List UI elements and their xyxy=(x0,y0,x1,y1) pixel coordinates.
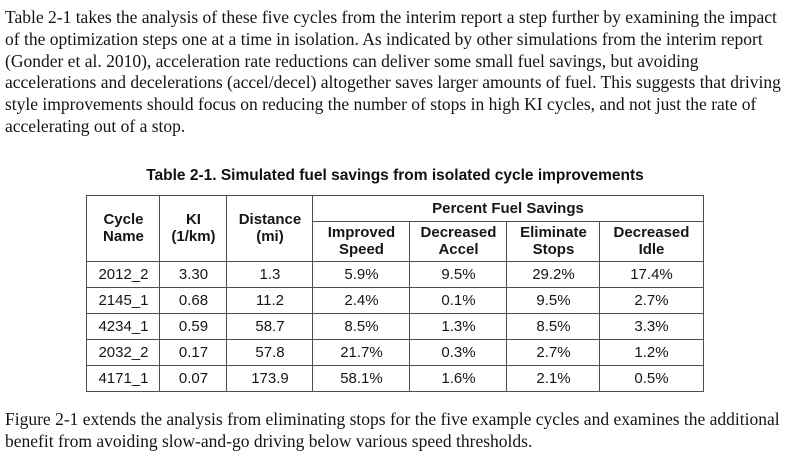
cell-decreased-idle: 17.4% xyxy=(599,260,704,288)
cell-eliminate-stops: 2.7% xyxy=(506,338,601,366)
cell-cycle-name: 2032_2 xyxy=(86,338,161,366)
cell-ki: 0.59 xyxy=(159,312,228,340)
fuel-savings-table: Cycle Name KI (1/km) Distance (mi) Perce… xyxy=(86,194,704,392)
header-percent-fuel-savings: Percent Fuel Savings xyxy=(312,194,704,222)
cell-decreased-accel: 1.6% xyxy=(409,364,508,392)
table-row: 2032_2 0.17 57.8 21.7% 0.3% 2.7% 1.2% xyxy=(86,338,704,366)
table-row: 2145_1 0.68 11.2 2.4% 0.1% 9.5% 2.7% xyxy=(86,286,704,314)
header-eliminate-stops: Eliminate Stops xyxy=(506,220,601,262)
cell-distance: 1.3 xyxy=(226,260,314,288)
header-row-group: Cycle Name KI (1/km) Distance (mi) Perce… xyxy=(86,194,704,262)
table-row: 2012_2 3.30 1.3 5.9% 9.5% 29.2% 17.4% xyxy=(86,260,704,288)
cell-cycle-name: 2145_1 xyxy=(86,286,161,314)
header-cycle-name: Cycle Name xyxy=(86,194,161,262)
cell-decreased-idle: 3.3% xyxy=(599,312,704,340)
cell-decreased-idle: 2.7% xyxy=(599,286,704,314)
header-decreased-idle: Decreased Idle xyxy=(599,220,704,262)
cell-decreased-accel: 9.5% xyxy=(409,260,508,288)
cell-ki: 0.68 xyxy=(159,286,228,314)
header-distance: Distance (mi) xyxy=(226,194,314,262)
cell-ki: 0.17 xyxy=(159,338,228,366)
cell-improved-speed: 2.4% xyxy=(312,286,411,314)
table-title: Table 2-1. Simulated fuel savings from i… xyxy=(146,166,644,184)
header-improved-speed: Improved Speed xyxy=(312,220,411,262)
cell-decreased-idle: 1.2% xyxy=(599,338,704,366)
cell-decreased-accel: 1.3% xyxy=(409,312,508,340)
cell-eliminate-stops: 29.2% xyxy=(506,260,601,288)
cell-eliminate-stops: 9.5% xyxy=(506,286,601,314)
cell-decreased-accel: 0.1% xyxy=(409,286,508,314)
table-body: 2012_2 3.30 1.3 5.9% 9.5% 29.2% 17.4% 21… xyxy=(86,260,704,392)
cell-improved-speed: 8.5% xyxy=(312,312,411,340)
cell-distance: 173.9 xyxy=(226,364,314,392)
cell-improved-speed: 21.7% xyxy=(312,338,411,366)
closing-paragraph: Figure 2-1 extends the analysis from eli… xyxy=(5,408,780,451)
cell-ki: 0.07 xyxy=(159,364,228,392)
cell-improved-speed: 58.1% xyxy=(312,364,411,392)
cell-eliminate-stops: 2.1% xyxy=(506,364,601,392)
table-header: Cycle Name KI (1/km) Distance (mi) Perce… xyxy=(86,194,704,262)
cell-distance: 11.2 xyxy=(226,286,314,314)
cell-cycle-name: 4234_1 xyxy=(86,312,161,340)
header-ki: KI (1/km) xyxy=(159,194,228,262)
cell-ki: 3.30 xyxy=(159,260,228,288)
header-row-sub: Improved Speed Decreased Accel Eliminate… xyxy=(87,220,704,262)
cell-cycle-name: 4171_1 xyxy=(86,364,161,392)
cell-decreased-accel: 0.3% xyxy=(409,338,508,366)
cell-improved-speed: 5.9% xyxy=(312,260,411,288)
table-row: 4171_1 0.07 173.9 58.1% 1.6% 2.1% 0.5% xyxy=(86,364,704,392)
table-row: 4234_1 0.59 58.7 8.5% 1.3% 8.5% 3.3% xyxy=(86,312,704,340)
cell-decreased-idle: 0.5% xyxy=(599,364,704,392)
header-decreased-accel: Decreased Accel xyxy=(409,220,508,262)
cell-distance: 58.7 xyxy=(226,312,314,340)
cell-cycle-name: 2012_2 xyxy=(86,260,161,288)
intro-paragraph: Table 2-1 takes the analysis of these fi… xyxy=(5,7,781,136)
cell-distance: 57.8 xyxy=(226,338,314,366)
cell-eliminate-stops: 8.5% xyxy=(506,312,601,340)
